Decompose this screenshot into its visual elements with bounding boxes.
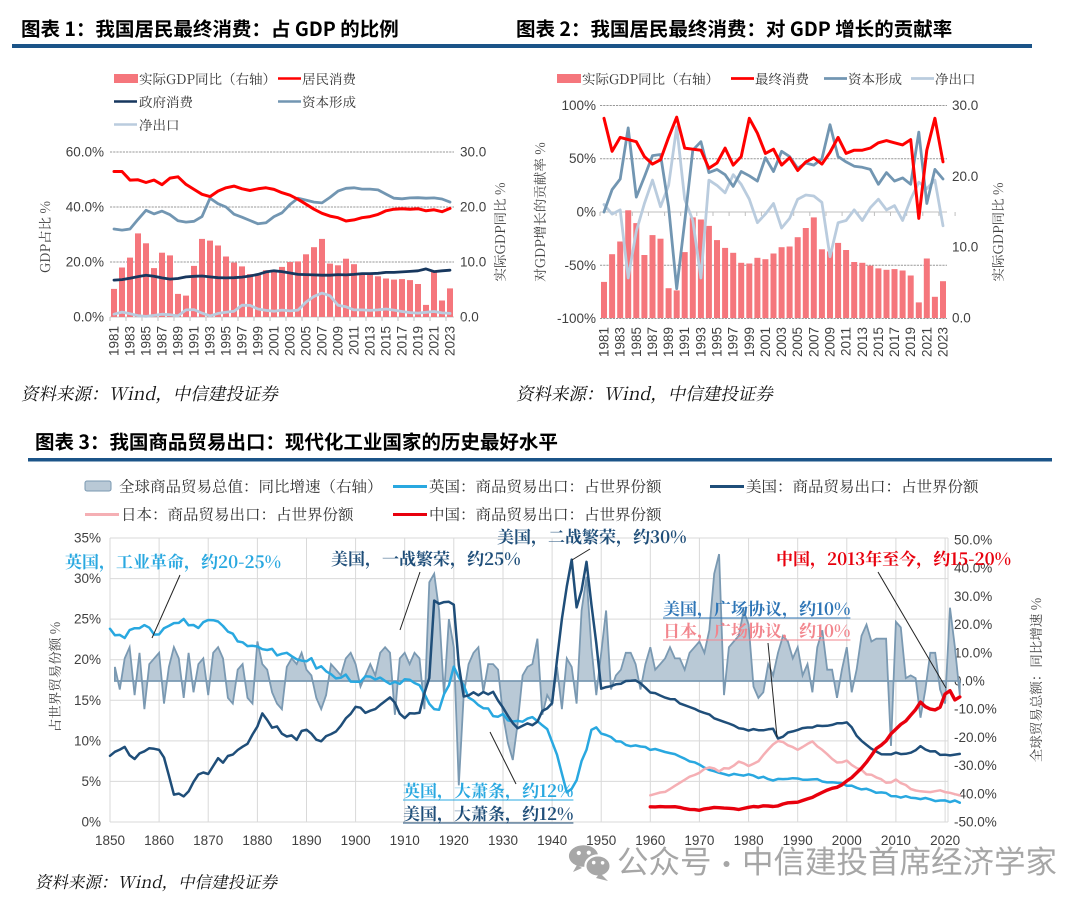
svg-text:1997: 1997 (235, 326, 250, 356)
svg-text:-100%: -100% (557, 311, 596, 326)
svg-text:1997: 1997 (726, 327, 741, 357)
svg-text:1995: 1995 (219, 326, 234, 356)
svg-text:1970: 1970 (684, 833, 714, 848)
svg-text:1987: 1987 (155, 326, 170, 356)
svg-text:2011: 2011 (347, 326, 362, 355)
svg-text:-50.0%: -50.0% (954, 815, 997, 830)
svg-text:2015: 2015 (379, 326, 394, 356)
svg-text:1981: 1981 (597, 327, 612, 357)
svg-text:1993: 1993 (203, 326, 218, 356)
svg-text:2019: 2019 (903, 327, 918, 357)
svg-text:2005: 2005 (790, 327, 805, 357)
svg-text:2017: 2017 (887, 327, 902, 357)
svg-text:2017: 2017 (395, 326, 410, 356)
svg-text:100%: 100% (561, 98, 596, 113)
svg-text:1981: 1981 (107, 326, 122, 356)
svg-text:2007: 2007 (806, 327, 821, 357)
svg-text:50.0%: 50.0% (954, 533, 992, 548)
svg-text:2009: 2009 (823, 327, 838, 357)
svg-text:1993: 1993 (693, 327, 708, 357)
svg-text:1920: 1920 (439, 833, 469, 848)
svg-text:50%: 50% (569, 151, 596, 166)
svg-text:5%: 5% (81, 774, 101, 789)
svg-text:40.0%: 40.0% (66, 200, 104, 215)
svg-text:-30.0%: -30.0% (954, 758, 997, 773)
svg-text:0.0%: 0.0% (73, 310, 104, 325)
svg-text:2020: 2020 (930, 833, 960, 848)
svg-text:35%: 35% (74, 531, 101, 546)
svg-text:1890: 1890 (291, 833, 321, 848)
svg-text:2003: 2003 (283, 326, 298, 356)
svg-text:10%: 10% (74, 733, 101, 748)
svg-text:1989: 1989 (171, 326, 186, 356)
svg-text:1983: 1983 (613, 327, 628, 357)
svg-text:10.0%: 10.0% (954, 645, 992, 660)
svg-text:-10.0%: -10.0% (954, 702, 997, 717)
svg-text:1999: 1999 (742, 327, 757, 357)
svg-text:-50%: -50% (564, 258, 596, 273)
svg-text:1990: 1990 (783, 833, 813, 848)
svg-text:2023: 2023 (443, 326, 458, 356)
svg-text:-20.0%: -20.0% (954, 730, 997, 745)
svg-text:2001: 2001 (267, 326, 282, 356)
svg-text:2005: 2005 (299, 326, 314, 356)
svg-text:30.0: 30.0 (952, 98, 978, 113)
svg-text:10.0: 10.0 (460, 255, 486, 270)
svg-text:2015: 2015 (871, 327, 886, 357)
svg-text:20.0: 20.0 (952, 169, 978, 184)
svg-text:10.0: 10.0 (952, 240, 978, 255)
svg-text:2003: 2003 (774, 327, 789, 357)
svg-text:1985: 1985 (139, 326, 154, 356)
svg-text:2023: 2023 (936, 327, 951, 357)
svg-text:1960: 1960 (635, 833, 665, 848)
svg-text:2019: 2019 (411, 326, 426, 356)
svg-text:2007: 2007 (315, 326, 330, 356)
svg-text:30%: 30% (74, 571, 101, 586)
svg-text:2001: 2001 (758, 327, 773, 357)
svg-text:20.0%: 20.0% (954, 617, 992, 632)
svg-text:2013: 2013 (363, 326, 378, 356)
svg-text:0%: 0% (81, 815, 101, 830)
svg-text:1950: 1950 (586, 833, 616, 848)
svg-text:2000: 2000 (832, 833, 862, 848)
svg-text:0.0: 0.0 (952, 311, 971, 326)
svg-text:1983: 1983 (123, 326, 138, 356)
svg-text:2009: 2009 (331, 326, 346, 356)
svg-text:2021: 2021 (919, 327, 934, 357)
svg-text:60.0%: 60.0% (66, 145, 104, 160)
svg-text:2013: 2013 (855, 327, 870, 357)
svg-text:1991: 1991 (187, 326, 202, 356)
svg-text:1985: 1985 (629, 327, 644, 357)
svg-text:1980: 1980 (734, 833, 764, 848)
svg-text:15%: 15% (74, 693, 101, 708)
svg-text:1999: 1999 (251, 326, 266, 356)
svg-text:1860: 1860 (144, 833, 174, 848)
svg-text:-40.0%: -40.0% (954, 786, 997, 801)
svg-text:1870: 1870 (193, 833, 223, 848)
svg-text:20.0%: 20.0% (66, 255, 104, 270)
svg-text:0.0%: 0.0% (954, 674, 985, 689)
svg-text:1900: 1900 (341, 833, 371, 848)
svg-text:0.0: 0.0 (460, 310, 479, 325)
svg-text:1910: 1910 (390, 833, 420, 848)
svg-text:2021: 2021 (427, 326, 442, 356)
svg-text:1940: 1940 (537, 833, 567, 848)
svg-text:2010: 2010 (881, 833, 911, 848)
svg-text:1987: 1987 (645, 327, 660, 357)
svg-text:25%: 25% (74, 612, 101, 627)
svg-text:30.0: 30.0 (460, 145, 486, 160)
svg-text:0%: 0% (576, 205, 596, 220)
svg-text:1991: 1991 (677, 327, 692, 357)
svg-text:1930: 1930 (488, 833, 518, 848)
svg-text:20.0: 20.0 (460, 200, 486, 215)
svg-text:1995: 1995 (710, 327, 725, 357)
svg-text:1989: 1989 (661, 327, 676, 357)
svg-text:1850: 1850 (95, 833, 125, 848)
svg-text:20%: 20% (74, 652, 101, 667)
svg-text:2011: 2011 (839, 327, 854, 356)
svg-text:30.0%: 30.0% (954, 589, 992, 604)
svg-text:1880: 1880 (242, 833, 272, 848)
